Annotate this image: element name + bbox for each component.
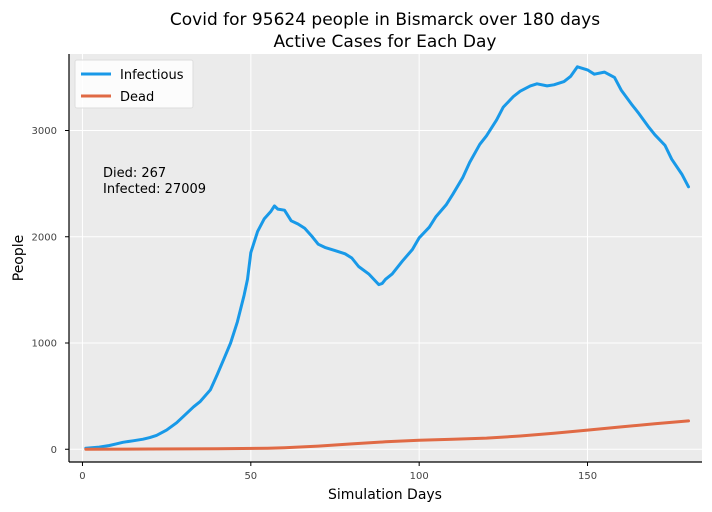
y-tick-label: 3000: [32, 126, 57, 137]
plot-background: [69, 54, 702, 462]
x-tick-label: 50: [244, 471, 257, 482]
chart-title: Covid for 95624 people in Bismarck over …: [170, 10, 600, 30]
series-line-dead: [84, 419, 690, 451]
series-line-infectious: [84, 65, 690, 450]
y-tick-label: 0: [51, 445, 57, 456]
legend-label-infectious: Infectious: [120, 68, 184, 83]
ticks: 0 50 100 150 0 1000 2000 3000: [32, 126, 598, 482]
x-tick-label: 100: [410, 471, 429, 482]
chart-subtitle: Active Cases for Each Day: [274, 32, 497, 52]
legend: Infectious Dead: [74, 59, 194, 109]
legend-label-dead: Dead: [120, 90, 154, 105]
annotation-died: Died: 267: [103, 166, 166, 181]
x-axis-label: Simulation Days: [328, 487, 442, 503]
annotation-infected: Infected: 27009: [103, 182, 206, 197]
series-layer: [84, 65, 690, 451]
x-tick-label: 0: [79, 471, 85, 482]
x-tick-label: 150: [578, 471, 597, 482]
y-tick-label: 1000: [32, 339, 57, 350]
y-tick-label: 2000: [32, 232, 57, 243]
y-axis-label: People: [11, 235, 27, 282]
